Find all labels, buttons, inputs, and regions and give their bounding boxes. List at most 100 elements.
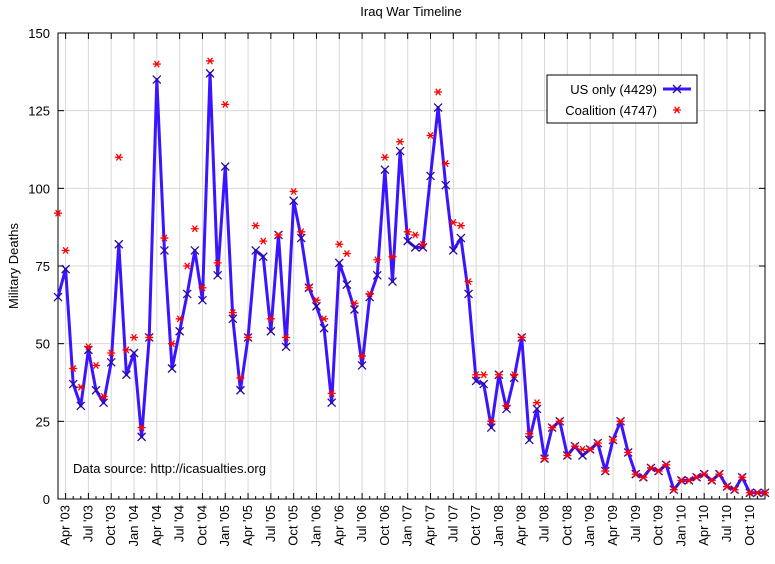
asterisk-marker [114, 153, 123, 161]
asterisk-marker [555, 417, 564, 425]
x-marker [448, 246, 458, 255]
asterisk-marker [69, 364, 78, 373]
asterisk-marker [84, 343, 93, 351]
x-tick-label: Apr '03 [58, 505, 73, 546]
x-marker [258, 252, 268, 262]
asterisk-marker [54, 209, 62, 217]
asterisk-marker [266, 315, 275, 323]
legend-label: US only (4429) [570, 82, 657, 97]
x-marker [372, 270, 382, 280]
y-tick-label: 75 [36, 259, 50, 274]
asterisk-marker [244, 333, 253, 342]
asterisk-marker [563, 451, 572, 460]
x-marker [403, 236, 413, 246]
x-tick-label: Jul '05 [263, 505, 278, 542]
asterisk-marker [730, 486, 739, 494]
x-marker [281, 342, 291, 352]
asterisk-marker [274, 231, 283, 239]
y-axis-label: Military Deaths [6, 223, 21, 309]
x-marker [357, 360, 367, 370]
annotation: Data source: http://icasualties.org [73, 461, 266, 476]
asterisk-marker [426, 131, 435, 140]
asterisk-marker [130, 333, 139, 342]
x-marker [456, 233, 466, 243]
x-marker [312, 301, 321, 311]
asterisk-marker [662, 461, 671, 469]
x-marker [197, 295, 207, 305]
asterisk-marker [525, 430, 534, 438]
asterisk-marker [540, 455, 549, 463]
asterisk-marker [517, 333, 526, 342]
x-marker [578, 451, 588, 460]
y-tick-label: 150 [28, 26, 50, 41]
asterisk-marker [228, 309, 237, 317]
asterisk-marker [388, 253, 397, 261]
y-tick-label: 100 [28, 181, 50, 196]
x-marker [68, 379, 78, 389]
asterisk-marker [586, 445, 595, 453]
asterisk-marker [350, 299, 359, 307]
asterisk-marker [358, 352, 367, 360]
x-tick-label: Apr '08 [514, 505, 529, 546]
asterisk-marker [510, 371, 519, 379]
asterisk-marker [259, 237, 268, 245]
asterisk-marker [692, 473, 701, 481]
asterisk-marker [236, 374, 245, 382]
asterisk-marker [411, 231, 420, 239]
asterisk-marker [137, 423, 146, 432]
asterisk-marker [646, 464, 655, 472]
asterisk-marker [373, 256, 382, 264]
x-marker [182, 289, 192, 299]
x-marker [129, 348, 139, 358]
asterisk-marker [213, 259, 222, 267]
x-marker [441, 180, 451, 190]
x-marker [190, 246, 200, 255]
x-marker [327, 398, 337, 408]
x-marker [251, 246, 261, 255]
x-tick-label: Oct '03 [103, 505, 118, 546]
asterisk-marker [320, 315, 329, 323]
x-marker [380, 165, 390, 175]
x-tick-label: Oct '05 [286, 505, 301, 546]
asterisk-marker [418, 240, 427, 248]
asterisk-marker [289, 187, 298, 196]
asterisk-marker [631, 470, 640, 478]
asterisk-marker [403, 228, 412, 236]
x-marker [175, 326, 185, 336]
asterisk-marker [160, 234, 169, 242]
x-tick-label: Jul '07 [445, 505, 460, 542]
x-tick-label: Jan '09 [582, 505, 597, 547]
asterisk-marker [145, 333, 154, 342]
asterisk-marker [152, 60, 161, 68]
x-marker [524, 435, 534, 445]
x-tick-label: Oct '08 [559, 505, 574, 546]
x-marker [228, 314, 238, 324]
x-marker [334, 258, 344, 268]
x-marker [152, 75, 162, 85]
asterisk-marker [700, 470, 709, 478]
x-tick-label: Oct '07 [468, 505, 483, 546]
x-marker [114, 239, 124, 249]
x-marker [342, 280, 352, 290]
asterisk-marker [722, 482, 731, 491]
x-marker [532, 404, 542, 414]
x-tick-label: Apr '07 [423, 505, 438, 546]
asterisk-marker [487, 417, 496, 425]
x-marker [53, 292, 63, 302]
x-marker [235, 385, 245, 395]
x-tick-label: Oct '09 [651, 505, 666, 546]
x-tick-label: Jan '04 [126, 505, 141, 547]
x-tick-label: Jul '03 [80, 505, 95, 542]
asterisk-marker [472, 371, 481, 379]
x-tick-label: Jan '07 [400, 505, 415, 547]
asterisk-marker [532, 399, 541, 407]
legend-label: Coalition (4747) [565, 103, 657, 118]
x-marker [137, 432, 147, 442]
legend: US only (4429) Coalition (4747) [546, 74, 698, 124]
asterisk-marker [494, 371, 503, 379]
x-marker [121, 370, 131, 380]
asterisk-marker [183, 262, 192, 270]
x-marker [395, 146, 405, 156]
x-marker [672, 84, 682, 94]
asterisk-marker [175, 315, 184, 323]
